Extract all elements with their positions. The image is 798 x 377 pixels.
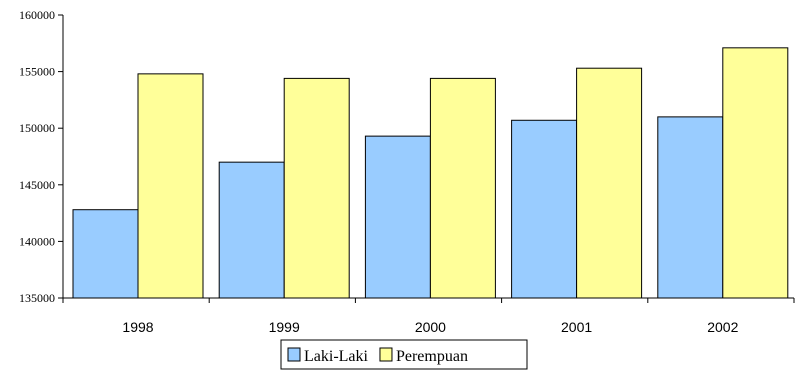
bar-perempuan-2001 [576, 67, 643, 299]
y-tick-label: 155000 [19, 65, 55, 79]
x-tick-label: 1998 [122, 319, 153, 335]
bar-laki-laki-2002 [657, 116, 724, 299]
bar-perempuan-2002 [722, 47, 789, 299]
legend-label-perempuan: Perempuan [396, 348, 468, 365]
legend-box [280, 339, 528, 370]
x-tick-label: 2001 [561, 319, 592, 335]
bar-laki-laki-1998 [72, 209, 139, 299]
axes-layer [62, 15, 794, 299]
y-tick-label: 140000 [19, 234, 55, 248]
y-tick-label: 145000 [19, 178, 55, 192]
bar-perempuan-1998 [137, 73, 204, 299]
y-tick-label: 160000 [19, 8, 55, 22]
legend-label-laki-laki: Laki-Laki [304, 348, 369, 365]
legend: Laki-Laki Perempuan [280, 339, 528, 370]
ticks-layer: 135000 140000 145000 150000 155000 160000 1998… [19, 8, 795, 335]
x-tick-label: 2000 [415, 319, 446, 335]
legend-swatch-laki-laki [287, 347, 301, 362]
legend-swatch-perempuan [379, 347, 393, 362]
bar-perempuan-1999 [283, 77, 350, 299]
y-tick-label: 150000 [19, 121, 55, 135]
bar-laki-laki-1999 [218, 161, 285, 299]
bar-laki-laki-2000 [364, 135, 431, 299]
bar-laki-laki-2001 [511, 119, 578, 299]
bars-layer [72, 47, 789, 299]
x-tick-label: 2002 [707, 319, 738, 335]
bar-perempuan-2000 [429, 77, 496, 299]
y-tick-label: 135000 [19, 291, 55, 305]
x-tick-label: 1999 [269, 319, 300, 335]
